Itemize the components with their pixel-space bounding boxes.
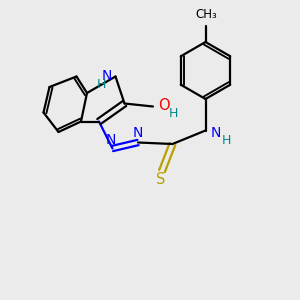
Text: N: N (132, 127, 142, 140)
Text: CH₃: CH₃ (195, 8, 217, 22)
Text: H: H (97, 78, 106, 91)
Text: N: N (101, 69, 112, 82)
Text: S: S (156, 172, 165, 188)
Text: H: H (222, 134, 231, 148)
Text: H: H (169, 107, 178, 120)
Text: N: N (106, 133, 116, 146)
Text: O: O (158, 98, 169, 113)
Text: N: N (211, 127, 221, 140)
